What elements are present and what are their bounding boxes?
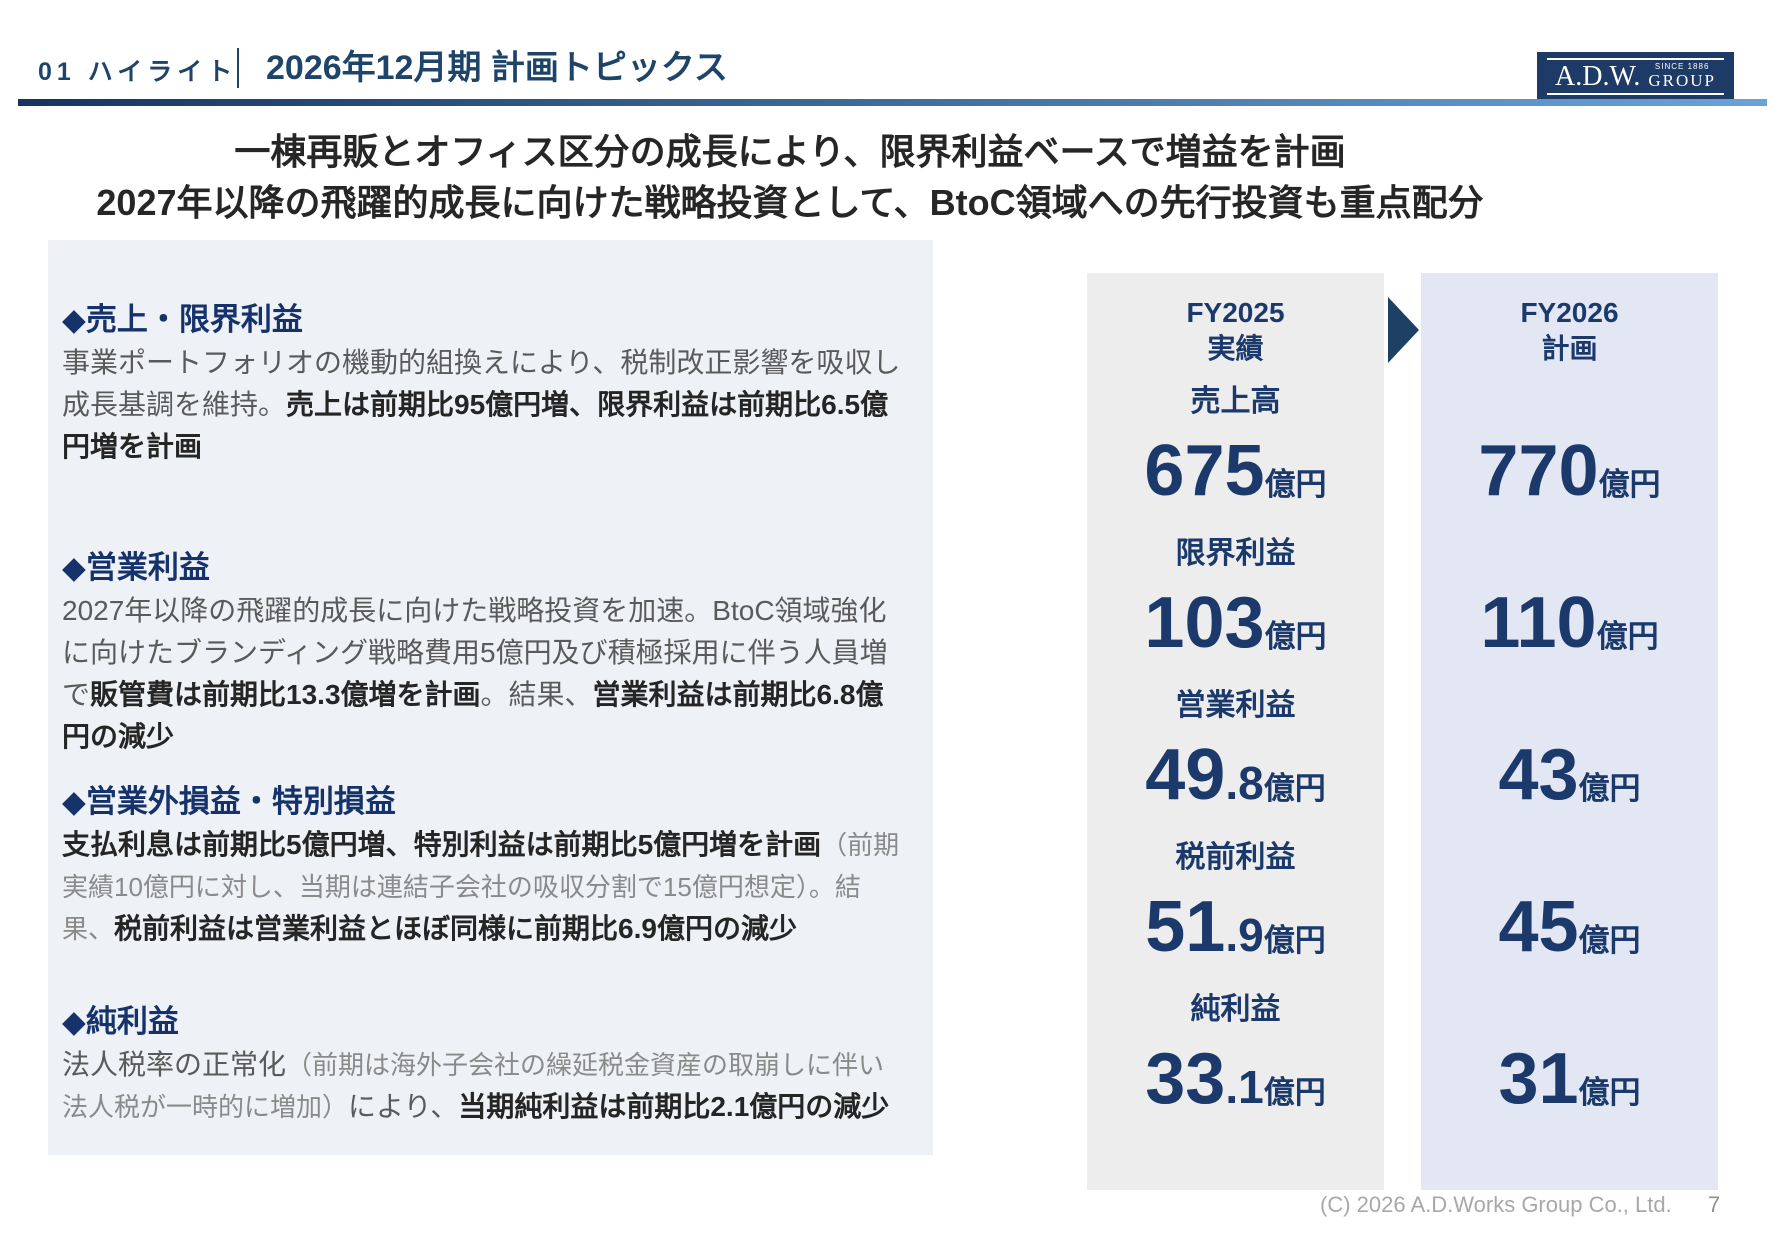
logo-since-text: SINCE 1886	[1654, 62, 1710, 71]
column-header-type: 実績	[1207, 333, 1264, 364]
metric-number: 770	[1478, 431, 1599, 511]
section-heading: ◆売上・限界利益	[62, 302, 303, 337]
body-text-run: 販管費は前期比13.3億増を計画	[90, 679, 481, 710]
metric-value: 51.9億円	[1087, 880, 1384, 975]
lead-statement: 一棟再販とオフィス区分の成長により、限界利益ベースで増益を計画 2027年以降の…	[0, 126, 1580, 228]
lead-line-1: 一棟再販とオフィス区分の成長により、限界利益ベースで増益を計画	[234, 131, 1346, 172]
column-header: FY2026 計画	[1421, 273, 1718, 367]
metric-label: 売上高	[1190, 385, 1281, 418]
metric-value: 31億円	[1421, 1032, 1718, 1127]
fy2026-column: FY2026 計画売上高770億円限界利益110億円営業利益43億円税前利益45億…	[1421, 273, 1718, 1190]
metric-unit: 億円	[1263, 1075, 1326, 1110]
lead-line-2: 2027年以降の飛躍的成長に向けた戦略投資として、BtoC領域への先行投資も重点…	[96, 182, 1484, 223]
section-heading: ◆営業外損益・特別損益	[62, 784, 396, 819]
commentary-panel: ◆売上・限界利益事業ポートフォリオの機動的組換えにより、税制改正影響を吸収し成長…	[48, 240, 933, 1155]
metric-row: 営業利益 49.8億円	[1087, 684, 1384, 823]
body-text-run: 当期純利益は前期比2.1億円の減少	[458, 1091, 890, 1122]
metric-number: 51	[1145, 887, 1226, 967]
commentary-section: ◆売上・限界利益事業ポートフォリオの機動的組換えにより、税制改正影響を吸収し成長…	[62, 298, 907, 468]
metric-label: 税前利益	[1175, 841, 1296, 874]
fy2025-column: FY2025 実績 売上高 675億円 限界利益 103億円 営業利益 49.8億円 税前利益 5…	[1087, 273, 1384, 1190]
metric-row: 売上高770億円	[1421, 380, 1718, 519]
metric-decimal: .1	[1225, 1061, 1264, 1113]
body-text-run: （前期は海外子会社の繰延税金資産の取崩しに伴い法人税が一時的に増加）	[62, 1050, 885, 1122]
body-text-run: （前期実績10億円に対し、当期は連結子会社の吸収分割で15億円想定）。結果、	[62, 830, 900, 944]
metric-number: 103	[1144, 583, 1265, 663]
commentary-section: ◆営業外損益・特別損益支払利息は前期比5億円増、特別利益は前期比5億円増を計画（…	[62, 780, 907, 950]
logo-wordmark: A.D.W.	[1555, 60, 1641, 92]
logo-group-text: GROUP	[1648, 71, 1716, 90]
section-body: 支払利息は前期比5億円増、特別利益は前期比5億円増を計画（前期実績10億円に対し…	[62, 824, 907, 950]
page-number: 7	[1708, 1192, 1721, 1217]
metric-row: 営業利益43億円	[1421, 684, 1718, 823]
column-header-type: 計画	[1541, 333, 1598, 364]
metric-number: 49	[1145, 735, 1226, 815]
metric-label: 営業利益	[1175, 689, 1296, 722]
metric-unit: 億円	[1263, 923, 1326, 958]
metric-row: 純利益 33.1億円	[1087, 988, 1384, 1127]
metric-row: 純利益31億円	[1421, 988, 1718, 1127]
metric-row: 税前利益45億円	[1421, 836, 1718, 975]
metric-value: 45億円	[1421, 880, 1718, 975]
company-logo: A.D.W. SINCE 1886 GROUP	[1537, 52, 1734, 101]
metric-unit: 億円	[1578, 1075, 1641, 1110]
section-heading: ◆営業利益	[62, 550, 210, 585]
metric-number: 45	[1498, 887, 1579, 967]
commentary-section: ◆純利益法人税率の正常化（前期は海外子会社の繰延税金資産の取崩しに伴い法人税が一…	[62, 1000, 907, 1128]
metric-unit: 億円	[1596, 619, 1659, 654]
column-header-year: FY2026	[1520, 297, 1619, 328]
metric-value: 103億円	[1087, 576, 1384, 671]
metric-label: 純利益	[1190, 993, 1281, 1026]
metric-unit: 億円	[1598, 467, 1661, 502]
body-text-run: 事業ポートフォリオの機動的組換えにより、税制改正影響を吸収し成長基調を維持。	[62, 347, 901, 420]
metric-number: 31	[1498, 1039, 1579, 1119]
column-header: FY2025 実績	[1087, 273, 1384, 367]
section-body: 2027年以降の飛躍的成長に向けた戦略投資を加速。BtoC領域強化に向けたブラン…	[62, 590, 907, 758]
arrow-right-icon	[1388, 297, 1419, 363]
kicker-divider	[237, 48, 239, 88]
body-text-run: 支払利息は前期比5億円増、特別利益は前期比5億円増を計画	[62, 829, 822, 860]
body-text-run: 営業利益は前期比6.8億円の減少	[62, 679, 884, 752]
body-text-run: 2027年以降の飛躍的成長に向けた戦略投資を加速。BtoC領域強化に向けたブラン…	[62, 595, 888, 710]
metric-value: 33.1億円	[1087, 1032, 1384, 1127]
body-text-run: により、	[348, 1091, 459, 1122]
copyright: (C) 2026 A.D.Works Group Co., Ltd.	[1320, 1192, 1672, 1217]
section-body: 事業ポートフォリオの機動的組換えにより、税制改正影響を吸収し成長基調を維持。売上…	[62, 342, 907, 468]
metric-value: 43億円	[1421, 728, 1718, 823]
column-header-year: FY2025	[1186, 297, 1285, 328]
metric-number: 110	[1480, 583, 1597, 663]
section-heading: ◆純利益	[62, 1004, 179, 1039]
metric-value: 110億円	[1421, 576, 1718, 671]
page-title: 2026年12月期 計画トピックス	[266, 49, 728, 87]
metric-unit: 億円	[1264, 467, 1327, 502]
header-rule	[18, 99, 1767, 106]
metric-unit: 億円	[1578, 771, 1641, 806]
metric-decimal: .8	[1225, 757, 1264, 809]
body-text-run: 売上は前期比95億円増、限界利益は前期比6.5億円増を計画	[62, 389, 889, 462]
metric-row: 限界利益 103億円	[1087, 532, 1384, 671]
commentary-section: ◆営業利益 2027年以降の飛躍的成長に向けた戦略投資を加速。BtoC領域強化に向…	[62, 546, 907, 758]
metric-number: 33	[1145, 1039, 1226, 1119]
metric-row: 限界利益110億円	[1421, 532, 1718, 671]
metric-number: 43	[1498, 735, 1579, 815]
metric-unit: 億円	[1263, 771, 1326, 806]
metric-row: 税前利益 51.9億円	[1087, 836, 1384, 975]
body-text-run: 法人税率の正常化	[62, 1049, 287, 1080]
body-text-run: 。結果、	[480, 679, 593, 710]
metric-decimal: .9	[1225, 909, 1264, 961]
body-text-run: 税前利益は営業利益とほぼ同様に前期比6.9億円の減少	[114, 913, 797, 944]
metric-unit: 億円	[1578, 923, 1641, 958]
section-body: 法人税率の正常化（前期は海外子会社の繰延税金資産の取崩しに伴い法人税が一時的に増…	[62, 1044, 907, 1128]
metric-label: 限界利益	[1175, 537, 1296, 570]
section-kicker: 01 ハイライト	[38, 58, 238, 86]
metric-value: 675億円	[1087, 424, 1384, 519]
metric-value: 770億円	[1421, 424, 1718, 519]
metric-unit: 億円	[1264, 619, 1327, 654]
metric-value: 49.8億円	[1087, 728, 1384, 823]
metric-row: 売上高 675億円	[1087, 380, 1384, 519]
metric-number: 675	[1144, 431, 1265, 511]
